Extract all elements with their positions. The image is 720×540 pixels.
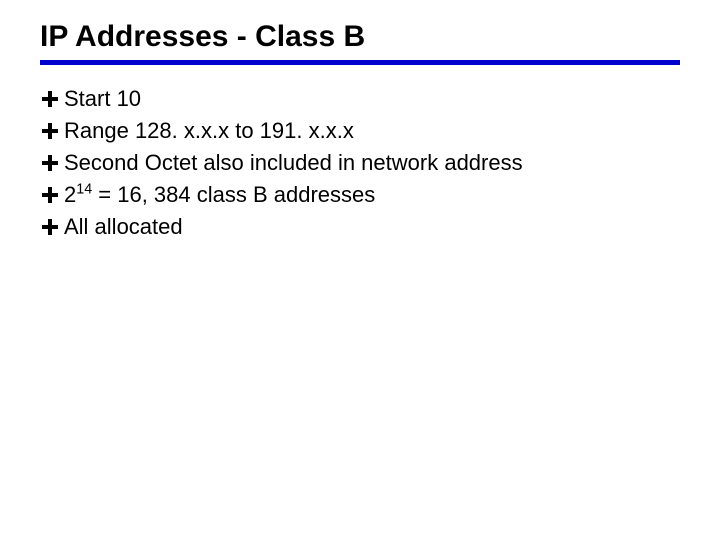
cross-bullet-icon (42, 179, 60, 211)
list-item: All allocated (42, 211, 680, 243)
bullet-text: All allocated (64, 211, 183, 243)
cross-bullet-icon (42, 147, 60, 179)
list-item: Range 128. x.x.x to 191. x.x.x (42, 115, 680, 147)
cross-bullet-icon (42, 83, 60, 115)
power-exponent: 14 (76, 181, 92, 197)
page-title: IP Addresses - Class B (40, 20, 680, 60)
cross-bullet-icon (42, 211, 60, 243)
title-divider (40, 60, 680, 65)
power-base: 2 (64, 182, 76, 207)
cross-bullet-icon (42, 115, 60, 147)
bullet-text: Range 128. x.x.x to 191. x.x.x (64, 115, 354, 147)
bullet-list: Start 10 Range 128. x.x.x to 191. x.x.x … (40, 83, 680, 242)
bullet-text: Second Octet also included in network ad… (64, 147, 523, 179)
bullet-text: 214 = 16, 384 class B addresses (64, 179, 375, 211)
power-rest: = 16, 384 class B addresses (92, 182, 375, 207)
list-item: 214 = 16, 384 class B addresses (42, 179, 680, 211)
list-item: Second Octet also included in network ad… (42, 147, 680, 179)
bullet-text: Start 10 (64, 83, 141, 115)
list-item: Start 10 (42, 83, 680, 115)
